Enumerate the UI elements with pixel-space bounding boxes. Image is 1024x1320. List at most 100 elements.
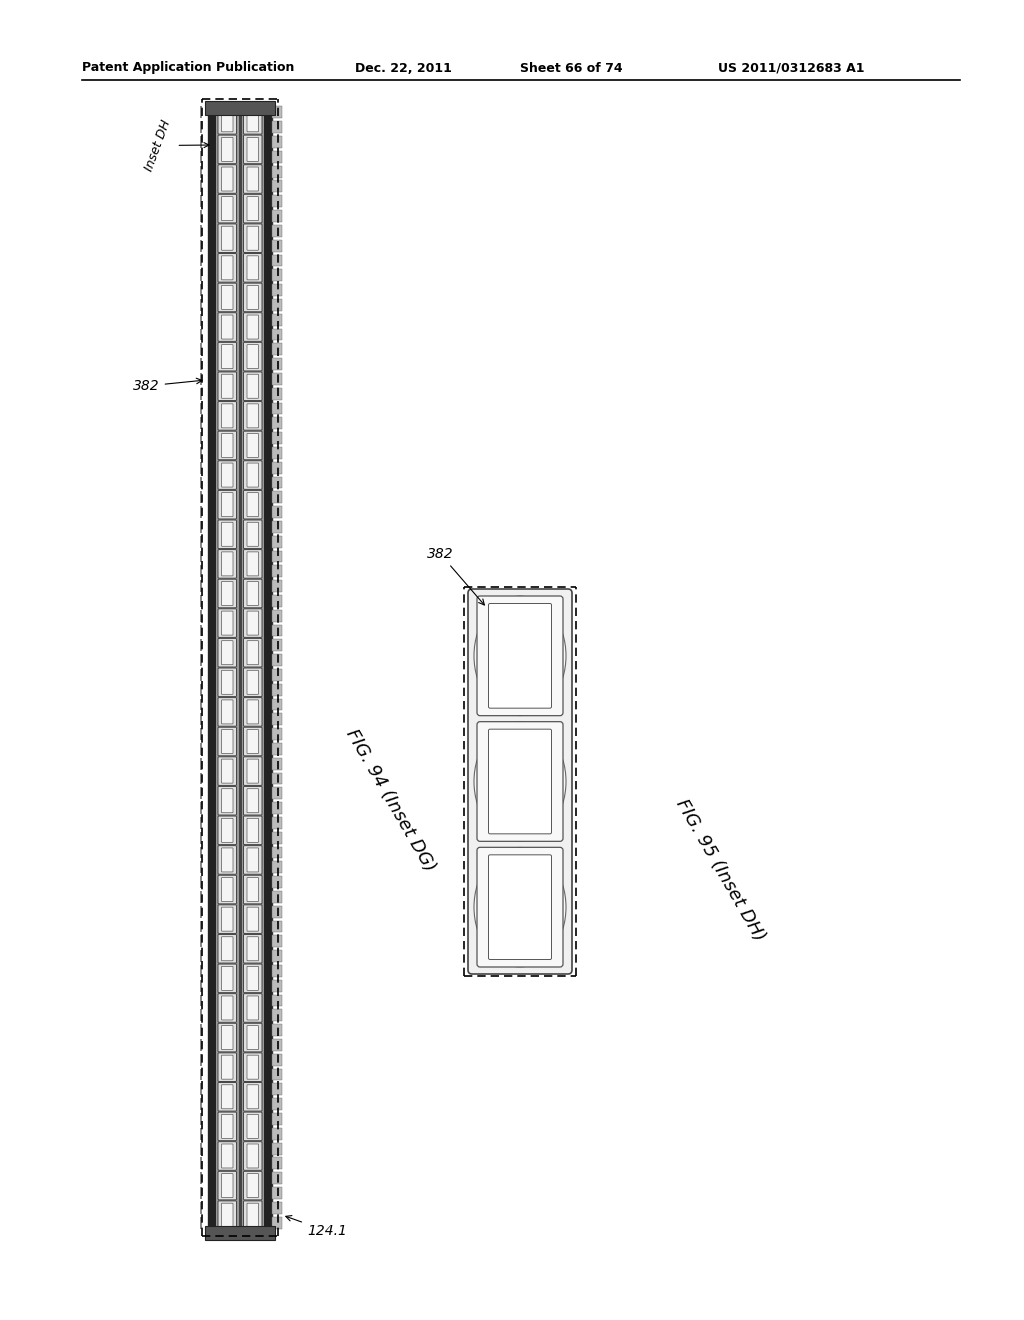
FancyBboxPatch shape [218, 756, 237, 785]
FancyBboxPatch shape [218, 1171, 237, 1200]
Bar [272, 550, 282, 562]
Bar [200, 920, 202, 932]
Bar [272, 358, 282, 370]
Bar [272, 403, 282, 414]
Bar [272, 240, 282, 252]
FancyBboxPatch shape [244, 727, 262, 756]
Bar [200, 655, 202, 667]
FancyBboxPatch shape [218, 282, 237, 312]
Bar [200, 862, 202, 874]
FancyBboxPatch shape [244, 1111, 262, 1140]
Bar [272, 1187, 282, 1199]
FancyBboxPatch shape [221, 433, 233, 458]
Bar [200, 358, 202, 370]
FancyBboxPatch shape [218, 697, 237, 726]
Bar [200, 269, 202, 281]
Bar [200, 995, 202, 1006]
FancyBboxPatch shape [244, 964, 262, 993]
Bar [200, 817, 202, 829]
FancyBboxPatch shape [247, 523, 258, 546]
Bar [272, 210, 282, 222]
Bar [200, 136, 202, 148]
Bar [200, 210, 202, 222]
FancyBboxPatch shape [244, 697, 262, 726]
Bar [272, 1039, 282, 1051]
Bar [200, 1143, 202, 1155]
FancyBboxPatch shape [477, 847, 563, 968]
FancyBboxPatch shape [477, 722, 563, 841]
Bar [272, 1053, 282, 1065]
FancyBboxPatch shape [221, 640, 233, 665]
FancyBboxPatch shape [221, 375, 233, 399]
Bar [200, 758, 202, 770]
FancyBboxPatch shape [244, 787, 262, 814]
FancyBboxPatch shape [247, 404, 258, 428]
FancyBboxPatch shape [247, 1204, 258, 1228]
Bar [272, 1098, 282, 1110]
Bar [264, 106, 272, 1230]
FancyBboxPatch shape [247, 730, 258, 754]
FancyBboxPatch shape [244, 904, 262, 933]
FancyBboxPatch shape [221, 818, 233, 842]
FancyBboxPatch shape [218, 816, 237, 845]
FancyBboxPatch shape [247, 463, 258, 487]
Bar [272, 772, 282, 784]
Bar [208, 106, 272, 1230]
Bar [200, 729, 202, 741]
FancyBboxPatch shape [221, 907, 233, 931]
Bar [272, 906, 282, 917]
Text: 382: 382 [427, 546, 484, 605]
FancyBboxPatch shape [221, 256, 233, 280]
FancyBboxPatch shape [244, 194, 262, 223]
FancyBboxPatch shape [218, 875, 237, 904]
Bar [272, 1113, 282, 1125]
FancyBboxPatch shape [488, 729, 552, 834]
FancyBboxPatch shape [218, 668, 237, 697]
Bar [200, 1053, 202, 1065]
FancyBboxPatch shape [218, 787, 237, 814]
FancyBboxPatch shape [221, 759, 233, 783]
FancyBboxPatch shape [221, 997, 233, 1020]
FancyBboxPatch shape [477, 597, 563, 715]
Bar [272, 1084, 282, 1096]
Bar [272, 298, 282, 310]
Bar [272, 979, 282, 991]
Bar [200, 1113, 202, 1125]
FancyBboxPatch shape [218, 401, 237, 430]
Bar [200, 1010, 202, 1022]
Ellipse shape [474, 597, 566, 715]
FancyBboxPatch shape [247, 197, 258, 220]
Bar [272, 136, 282, 148]
Bar [200, 284, 202, 296]
FancyBboxPatch shape [247, 375, 258, 399]
FancyBboxPatch shape [221, 1144, 233, 1168]
FancyBboxPatch shape [221, 1114, 233, 1138]
FancyBboxPatch shape [244, 490, 262, 519]
Bar [200, 432, 202, 444]
FancyBboxPatch shape [247, 997, 258, 1020]
Bar [200, 403, 202, 414]
FancyBboxPatch shape [221, 492, 233, 516]
Bar [200, 1203, 202, 1213]
Bar [200, 417, 202, 429]
FancyBboxPatch shape [468, 589, 572, 974]
Bar [272, 343, 282, 355]
FancyBboxPatch shape [218, 994, 237, 1022]
FancyBboxPatch shape [244, 1142, 262, 1171]
FancyBboxPatch shape [244, 994, 262, 1022]
FancyBboxPatch shape [244, 639, 262, 667]
Bar [272, 891, 282, 903]
FancyBboxPatch shape [221, 878, 233, 902]
Bar [272, 432, 282, 444]
FancyBboxPatch shape [244, 1053, 262, 1081]
FancyBboxPatch shape [221, 285, 233, 309]
FancyBboxPatch shape [244, 609, 262, 638]
Ellipse shape [474, 847, 566, 966]
FancyBboxPatch shape [218, 549, 237, 578]
FancyBboxPatch shape [244, 1171, 262, 1200]
Bar [200, 107, 202, 119]
Bar [272, 107, 282, 119]
FancyBboxPatch shape [244, 579, 262, 607]
FancyBboxPatch shape [221, 1085, 233, 1109]
FancyBboxPatch shape [221, 168, 233, 191]
